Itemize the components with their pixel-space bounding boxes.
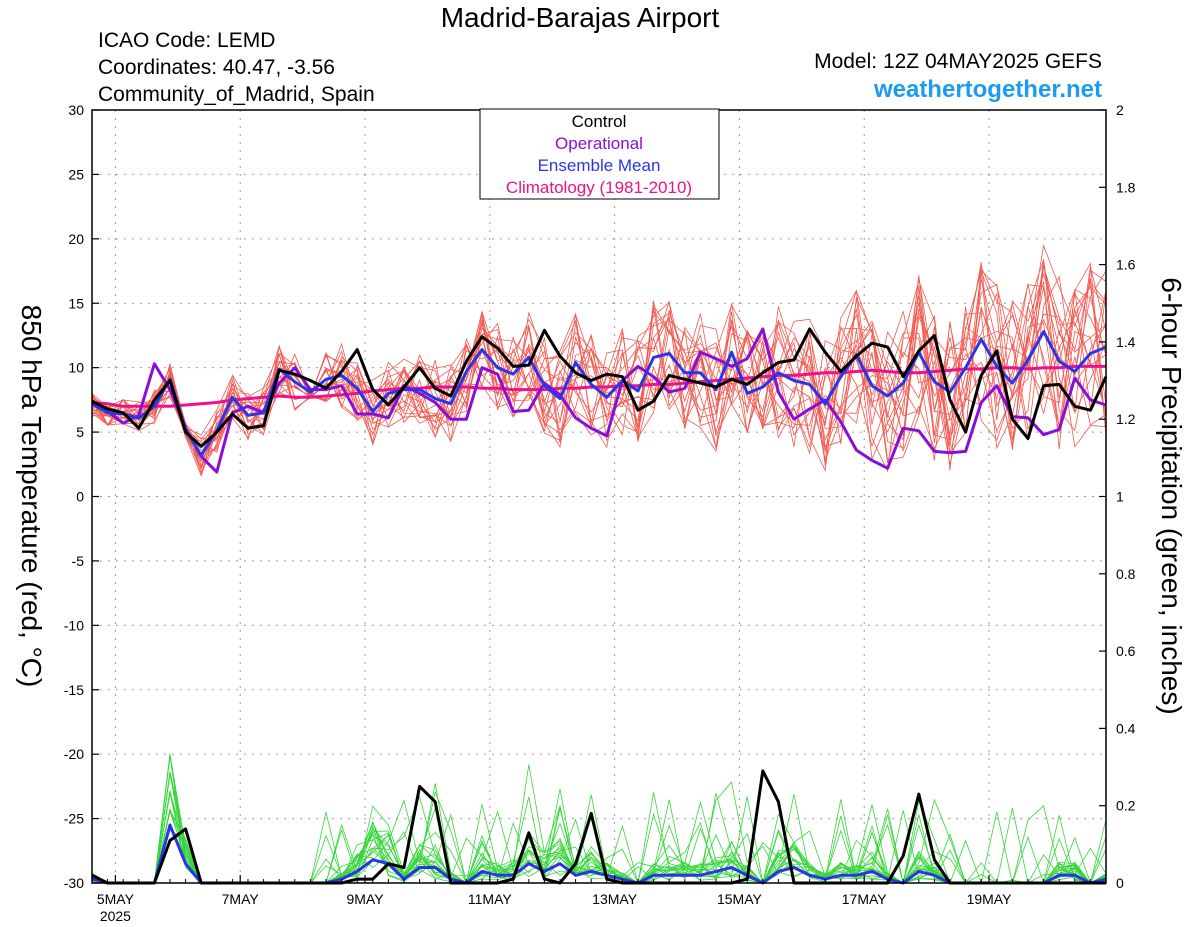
right-tick-label: 1: [1116, 489, 1124, 505]
precip-member-line: [91, 792, 1107, 884]
temp-member-line: [91, 259, 1107, 449]
precip-member-line: [91, 791, 1107, 885]
left-tick-label: 10: [68, 360, 84, 376]
right-tick-label: 0.4: [1116, 720, 1136, 736]
grid: [92, 110, 1106, 883]
precip-member-line: [91, 790, 1107, 884]
right-tick-label: 0.2: [1116, 798, 1136, 814]
x-tick-year: 2025: [100, 908, 131, 924]
right-tick-label: 2: [1116, 102, 1124, 118]
y-axis-label-right: 6-hour Precipitation (green, inches): [1156, 277, 1187, 715]
right-tick-label: 0: [1116, 875, 1124, 891]
icao-code: ICAO Code: LEMD: [98, 29, 276, 52]
x-tick-label: 5MAY: [97, 891, 135, 907]
left-tick-label: -10: [64, 617, 84, 633]
x-tick-label: 11MAY: [468, 891, 512, 907]
legend-climo: Climatology (1981-2010): [506, 178, 692, 197]
left-tick-label: -30: [64, 875, 84, 891]
precip-member-line: [91, 792, 1107, 884]
left-tick-label: -25: [64, 811, 84, 827]
x-tick-label: 7MAY: [222, 891, 260, 907]
left-tick-label: -20: [64, 746, 84, 762]
left-tick-label: 5: [76, 424, 84, 440]
legend: Control Operational Ensemble Mean Climat…: [479, 108, 720, 200]
right-tick-label: 1.8: [1116, 179, 1136, 195]
legend-box: [479, 108, 720, 200]
right-tick-label: 1.2: [1116, 411, 1136, 427]
legend-mean: Ensemble Mean: [538, 156, 661, 175]
x-tick-label: 15MAY: [717, 891, 763, 907]
chart-title: Madrid-Barajas Airport: [440, 2, 720, 33]
temp-member-line: [91, 284, 1107, 448]
right-tick-label: 0.8: [1116, 566, 1136, 582]
y-axis-label-left: 850 hPa Temperature (red, °C): [16, 304, 47, 688]
legend-operational: Operational: [555, 134, 643, 153]
left-tick-label: 30: [68, 102, 84, 118]
temp-member-line: [91, 271, 1107, 474]
left-tick-label: 20: [68, 231, 84, 247]
left-tick-label: 15: [68, 295, 84, 311]
x-tick-label: 13MAY: [592, 891, 638, 907]
model-run: Model: 12Z 04MAY2025 GEFS: [814, 50, 1102, 73]
right-tick-label: 0.6: [1116, 643, 1136, 659]
left-tick-label: -15: [64, 682, 84, 698]
legend-control: Control: [572, 112, 627, 131]
site-link[interactable]: weathertogether.net: [873, 76, 1102, 103]
temp-line-ensemble-mean: [91, 330, 1107, 457]
temp-line-climatology: [91, 364, 1106, 408]
coordinates: Coordinates: 40.47, -3.56: [98, 56, 335, 79]
temp-member-line: [91, 290, 1107, 461]
left-tick-label: 25: [68, 166, 84, 182]
left-tick-label: -5: [72, 553, 85, 569]
axis-ticks: 302520151050-5-10-15-20-25-3021.81.61.41…: [64, 102, 1136, 924]
temp-member-line: [91, 265, 1107, 468]
x-tick-label: 9MAY: [346, 891, 384, 907]
precip-member-line: [91, 792, 1107, 884]
right-tick-label: 1.6: [1116, 257, 1136, 273]
x-tick-label: 17MAY: [842, 891, 888, 907]
left-tick-label: 0: [76, 489, 84, 505]
temp-line-control: [91, 327, 1108, 448]
ensemble-members: [91, 244, 1107, 885]
x-tick-label: 19MAY: [967, 891, 1013, 907]
region: Community_of_Madrid, Spain: [98, 83, 375, 106]
right-tick-label: 1.4: [1116, 334, 1136, 350]
